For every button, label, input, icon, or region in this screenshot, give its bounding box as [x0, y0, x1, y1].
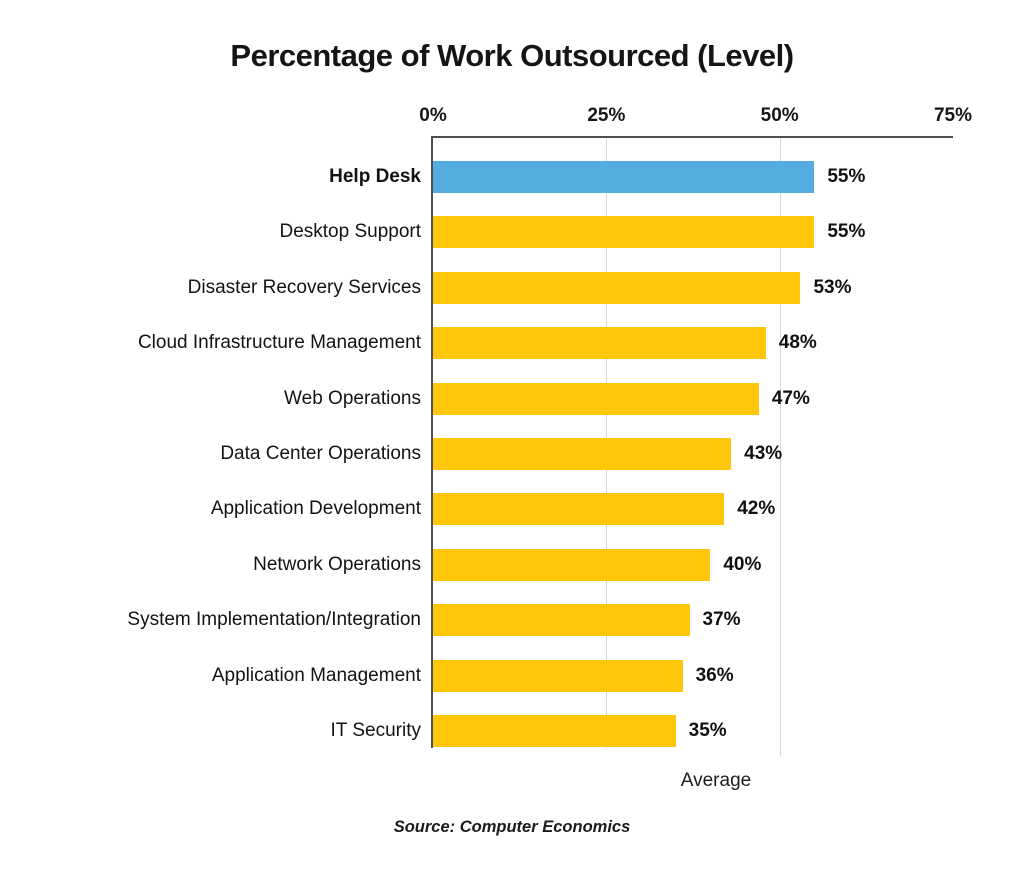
gridline-50 [779, 138, 781, 756]
category-label-application-development: Application Development [210, 498, 421, 520]
page-title: Percentage of Work Outsourced (Level) [230, 38, 794, 73]
category-label-help-desk: Help Desk [329, 166, 421, 187]
bar-network-operations [433, 548, 711, 581]
category-label-application-management: Application Management [211, 664, 421, 686]
source-note: Source: Computer Economics [393, 818, 631, 836]
bar-help-desk [433, 161, 815, 193]
bar-it-security [433, 715, 676, 747]
category-label-desktop-support: Desktop Support [279, 221, 421, 243]
category-label-system-implementation-integration: System Implementation/Integration [127, 609, 421, 631]
value-label: 40% [723, 553, 762, 575]
value-label: 35% [688, 720, 727, 741]
bar-application-management [433, 659, 683, 692]
bar-application-development [433, 493, 725, 526]
category-label-it-security: IT Security [330, 720, 421, 741]
bar-cloud-infrastructure-management [433, 327, 766, 360]
category-axis: Help Desk Desktop Support Disaster Recover… [0, 138, 421, 748]
value-label: 37% [702, 609, 741, 631]
y-axis-line [431, 136, 433, 748]
bar-web-operations [433, 382, 759, 415]
plot-area: 0% 25% 50% 75% 55% 55% 53% 48% 47% 43% 42% 40% 37% 36… [419, 105, 972, 756]
category-label-web-operations: Web Operations [284, 387, 421, 409]
x-axis-tick-label: 75% [933, 105, 973, 126]
value-label: 43% [744, 443, 783, 464]
value-label: 55% [827, 221, 866, 243]
value-label: 42% [737, 498, 776, 520]
value-label: 55% [827, 166, 866, 187]
value-label: 53% [813, 276, 852, 298]
x-axis-tick-label: 50% [760, 105, 799, 126]
value-label: 36% [695, 664, 734, 686]
bar-disaster-recovery-services [433, 271, 801, 304]
x-axis-title: Average [680, 770, 752, 791]
bar-system-implementation-integration [433, 604, 690, 637]
x-axis-line [431, 136, 953, 138]
x-axis-tick-label: 0% [419, 105, 447, 126]
bar-desktop-support [433, 216, 815, 249]
category-label-data-center-operations: Data Center Operations [220, 443, 421, 464]
value-label: 48% [778, 332, 817, 354]
category-label-cloud-infrastructure-management: Cloud Infrastructure Management [137, 332, 421, 354]
category-label-disaster-recovery-services: Disaster Recovery Services [187, 276, 421, 298]
x-axis-tick-label: 25% [587, 105, 626, 126]
category-label-network-operations: Network Operations [253, 553, 421, 575]
bar-data-center-operations [433, 438, 732, 470]
value-label: 47% [771, 387, 810, 409]
